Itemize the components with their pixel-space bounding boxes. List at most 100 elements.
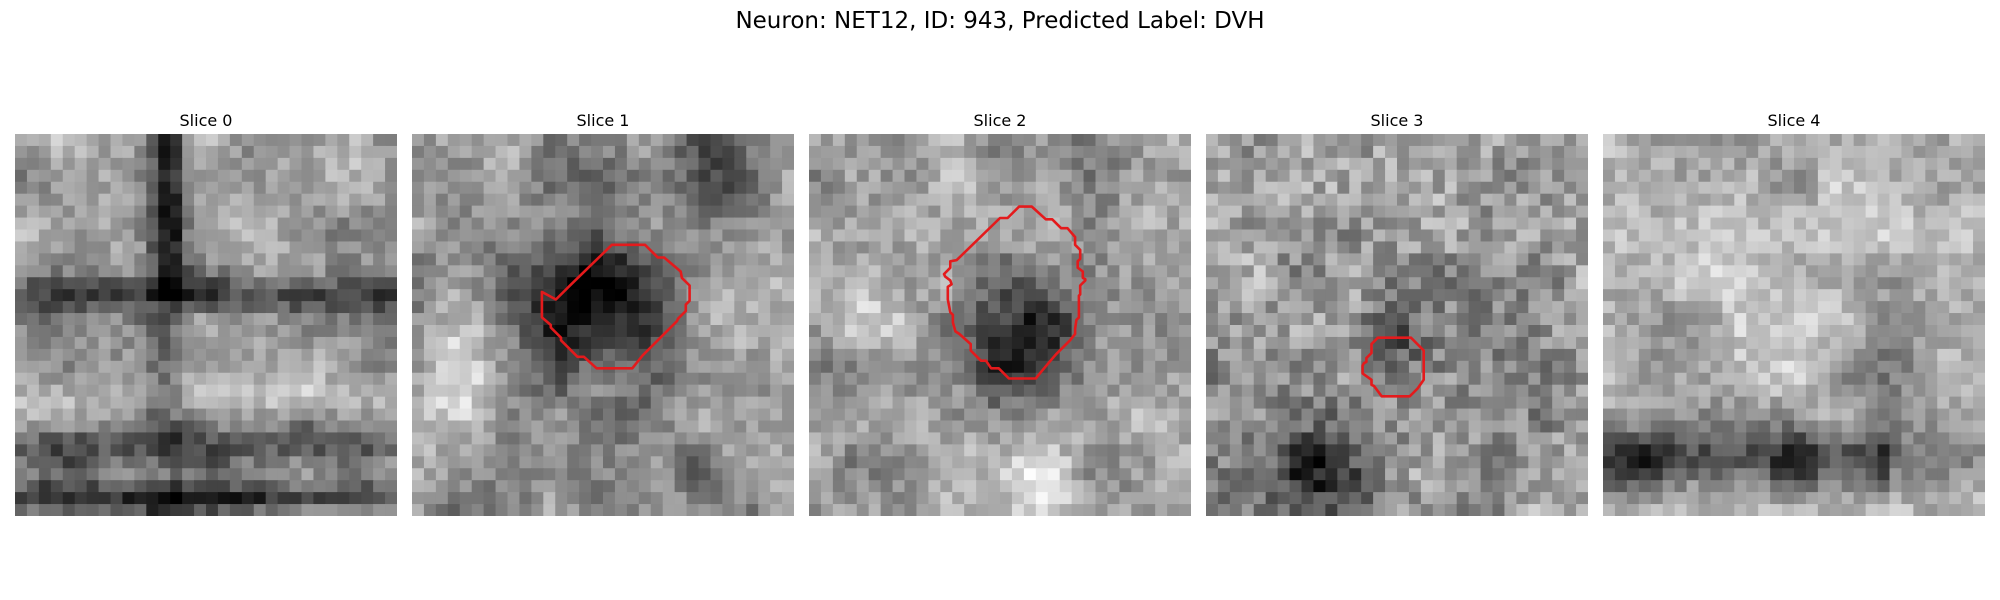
pixel [988,229,1001,243]
pixel [1253,504,1267,516]
pixel [1770,265,1783,278]
pixel [1746,289,1759,302]
pixel [1325,504,1338,516]
pixel [277,325,291,338]
pixel [301,193,315,207]
pixel [1059,444,1073,457]
pixel [1023,432,1037,445]
pixel [591,444,604,457]
pixel [459,444,473,457]
pixel [1397,169,1410,183]
pixel [1313,408,1326,422]
pixel [1289,444,1303,457]
pixel [507,408,521,422]
pixel [770,157,783,171]
pixel [1865,253,1879,266]
pixel [146,301,159,314]
pixel [1468,301,1482,314]
pixel [1770,193,1783,207]
pixel [1662,420,1676,434]
pixel [1746,229,1759,243]
pixel [1385,277,1398,290]
pixel [603,134,616,147]
pixel [1564,504,1577,516]
pixel [471,205,485,219]
pixel [531,444,544,457]
pixel [1603,289,1616,302]
pixel [1528,313,1541,326]
pixel [614,432,628,445]
pixel [1385,384,1398,398]
pixel [892,420,906,434]
pixel [26,313,40,326]
pixel [856,301,870,314]
pixel [1385,372,1398,386]
pixel [277,432,291,445]
pixel [1277,277,1291,290]
pixel [435,241,449,254]
pixel [412,289,425,302]
pixel [471,468,485,481]
pixel [229,348,243,362]
pixel [988,181,1001,195]
pixel [1686,134,1700,147]
pixel [1325,181,1338,195]
pixel [904,205,918,219]
pixel [1626,277,1640,290]
pixel [1408,241,1422,254]
pixel [1817,420,1831,434]
pixel [373,492,386,505]
pixel [1397,504,1410,516]
pixel [38,384,52,398]
pixel [1805,360,1819,374]
pixel [62,444,76,457]
pixel [1925,277,1938,290]
pixel [15,253,28,266]
pixel [86,134,100,147]
pixel [1011,289,1025,302]
pixel [880,468,894,481]
pixel [1698,277,1712,290]
pixel [1710,134,1723,147]
pixel [555,360,568,374]
pixel [1229,229,1243,243]
pixel [698,265,712,278]
pixel [1480,396,1494,410]
pixel [1576,313,1588,326]
pixel [1576,193,1588,207]
pixel [1853,265,1867,278]
pixel [1626,193,1640,207]
pixel [1552,396,1565,410]
pixel [26,301,40,314]
pixel [782,181,794,195]
pixel [734,444,747,457]
pixel [38,157,52,171]
pixel [928,157,941,171]
pixel [892,157,906,171]
pixel [952,492,965,505]
pixel [98,289,112,302]
slice-panel-0: Slice 0 [15,110,397,516]
pixel [543,468,556,481]
pixel [110,360,124,374]
pixel [265,468,279,481]
pixel [567,205,580,219]
pixel [86,444,100,457]
pixel [1083,420,1097,434]
pixel [1925,157,1938,171]
pixel [325,504,338,516]
pixel [1638,372,1652,386]
pixel [809,444,822,457]
pixel [844,205,858,219]
pixel [820,444,834,457]
pixel [1119,145,1132,159]
pixel [1420,492,1434,505]
pixel [1349,372,1362,386]
pixel [976,313,989,326]
pixel [1217,313,1231,326]
pixel [1901,408,1914,422]
pixel [289,145,303,159]
pixel [1313,444,1326,457]
pixel [38,336,52,350]
pixel [15,193,28,207]
